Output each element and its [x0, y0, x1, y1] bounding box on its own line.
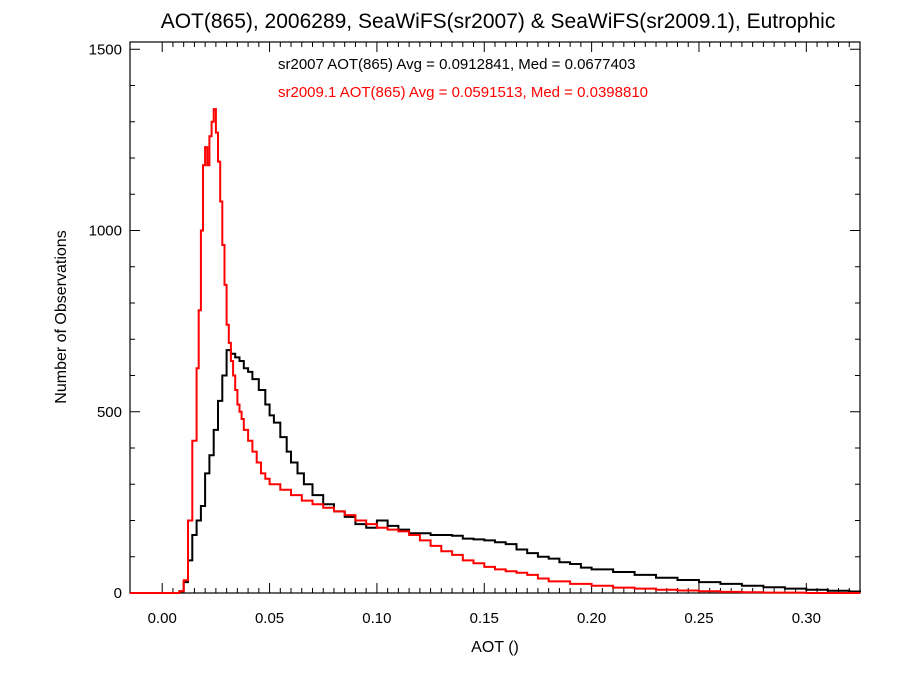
- x-tick-label: 0.15: [470, 610, 499, 627]
- annotation-sr2007: sr2007 AOT(865) Avg = 0.0912841, Med = 0…: [278, 56, 636, 73]
- plot-frame: [129, 41, 861, 594]
- x-tick-label: 0.10: [362, 610, 391, 627]
- y-tick-label: 1500: [89, 41, 122, 58]
- series-group: [130, 108, 861, 594]
- series-sr2007-line: [130, 349, 861, 594]
- chart-title: AOT(865), 2006289, SeaWiFS(sr2007) & Sea…: [161, 10, 836, 33]
- annotation-sr2009: sr2009.1 AOT(865) Avg = 0.0591513, Med =…: [278, 84, 648, 101]
- y-tick-label: 1000: [89, 223, 122, 240]
- x-tick-label: 0.20: [577, 610, 606, 627]
- y-tick-label: 0: [114, 585, 122, 602]
- x-tick-label: 0.30: [792, 610, 821, 627]
- series-sr2009-line: [130, 108, 860, 594]
- y-tick-label: 500: [97, 404, 122, 421]
- x-tick-label: 0.05: [255, 610, 284, 627]
- x-tick-label: 0.25: [684, 610, 713, 627]
- x-axis-label: AOT (): [471, 639, 519, 656]
- y-axis-label: Number of Observations: [53, 230, 70, 403]
- x-tick-label: 0.00: [148, 610, 177, 627]
- axis-ticks: 0.00 0.05 0.10 0.15 0.20 0.25 0.30 0 500 1000 1500: [89, 41, 860, 627]
